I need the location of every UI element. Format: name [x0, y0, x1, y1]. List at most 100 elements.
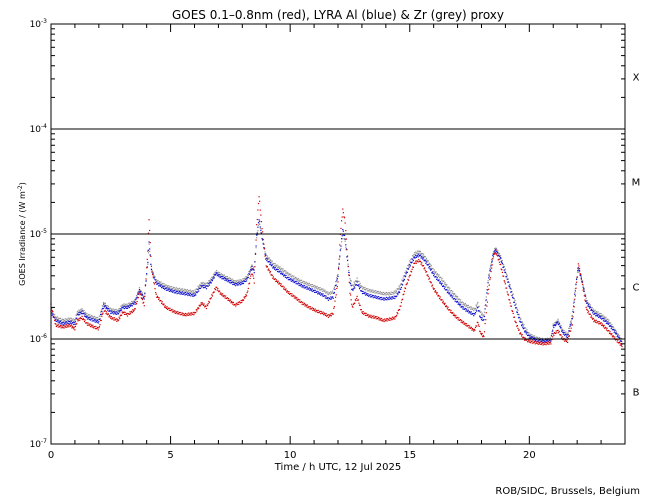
data-point — [572, 311, 575, 313]
data-point — [342, 230, 344, 232]
data-point — [435, 271, 437, 273]
data-point — [496, 252, 498, 254]
data-point — [62, 324, 64, 326]
data-point — [170, 309, 172, 311]
data-point — [293, 297, 295, 299]
data-point — [68, 319, 70, 321]
data-point — [293, 294, 295, 296]
data-point — [601, 324, 603, 327]
data-point — [391, 319, 393, 321]
data-point — [66, 318, 68, 320]
data-point — [453, 293, 456, 295]
data-point — [461, 320, 463, 322]
data-point — [213, 273, 215, 275]
data-point — [283, 274, 285, 276]
data-point — [119, 317, 121, 320]
data-point — [436, 272, 438, 275]
data-point — [294, 277, 296, 280]
data-point — [138, 290, 140, 292]
data-point — [297, 279, 299, 282]
data-point — [281, 273, 283, 275]
data-point — [470, 327, 472, 329]
data-point — [567, 336, 569, 338]
data-point — [339, 250, 341, 252]
data-point — [372, 317, 374, 319]
data-point — [274, 263, 276, 265]
data-point — [573, 301, 575, 303]
data-point — [459, 319, 462, 321]
data-point — [120, 314, 123, 316]
data-point — [532, 340, 534, 342]
data-point — [356, 295, 358, 297]
data-point — [381, 292, 383, 294]
data-point — [236, 303, 239, 305]
data-point — [483, 319, 485, 321]
data-point — [523, 324, 525, 326]
data-point — [469, 306, 471, 308]
data-point — [363, 313, 365, 315]
data-point — [313, 284, 315, 287]
data-point — [449, 295, 452, 297]
data-point — [574, 293, 576, 295]
data-point — [471, 327, 474, 330]
data-point — [252, 275, 254, 277]
data-point — [328, 292, 330, 294]
data-point — [599, 317, 602, 319]
data-point — [454, 300, 456, 302]
data-point — [573, 306, 575, 308]
data-point — [308, 288, 310, 290]
data-point — [340, 247, 342, 250]
data-point — [192, 290, 194, 292]
data-point — [137, 293, 139, 295]
data-point — [250, 266, 252, 268]
data-point — [149, 248, 151, 250]
data-point — [279, 270, 281, 272]
data-point — [263, 248, 266, 250]
data-point — [400, 288, 402, 290]
data-point — [492, 254, 494, 257]
data-point — [180, 288, 182, 290]
data-point — [489, 268, 491, 270]
data-point — [57, 322, 59, 324]
data-point — [543, 339, 545, 341]
data-point — [446, 289, 448, 291]
data-point — [61, 318, 63, 320]
data-point — [306, 282, 309, 284]
data-point — [268, 258, 270, 260]
data-point — [63, 323, 65, 325]
data-point — [338, 262, 340, 264]
data-point — [79, 310, 81, 312]
data-point — [572, 316, 574, 318]
data-point — [328, 314, 330, 316]
data-point — [320, 294, 322, 296]
data-point — [465, 308, 468, 310]
data-point — [239, 284, 242, 286]
data-point — [516, 324, 518, 327]
data-point — [300, 281, 302, 283]
data-point — [186, 291, 188, 293]
data-point — [299, 283, 301, 285]
data-point — [260, 229, 262, 231]
data-point — [158, 297, 160, 299]
data-point — [438, 274, 440, 276]
data-point — [110, 310, 112, 312]
data-point — [145, 280, 147, 282]
data-point — [412, 259, 414, 262]
data-point — [417, 261, 419, 263]
data-point — [367, 293, 369, 295]
data-point — [354, 283, 356, 285]
data-point — [140, 291, 142, 293]
data-point — [393, 297, 395, 299]
data-point — [504, 283, 507, 285]
data-point — [114, 313, 117, 315]
data-point — [535, 337, 537, 339]
data-point — [505, 272, 507, 274]
data-point — [345, 248, 347, 250]
data-point — [422, 258, 424, 260]
data-point — [309, 289, 311, 291]
data-point — [306, 284, 308, 286]
data-point — [58, 321, 60, 323]
data-point — [534, 343, 536, 345]
data-point — [468, 310, 471, 313]
data-point — [117, 310, 120, 313]
